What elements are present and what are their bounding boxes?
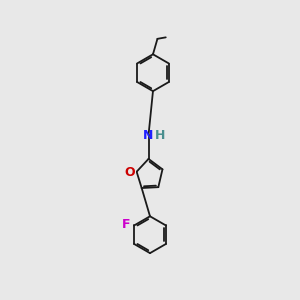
- Text: N: N: [143, 129, 154, 142]
- Text: O: O: [125, 167, 135, 179]
- Text: F: F: [122, 218, 130, 230]
- Text: H: H: [154, 129, 165, 142]
